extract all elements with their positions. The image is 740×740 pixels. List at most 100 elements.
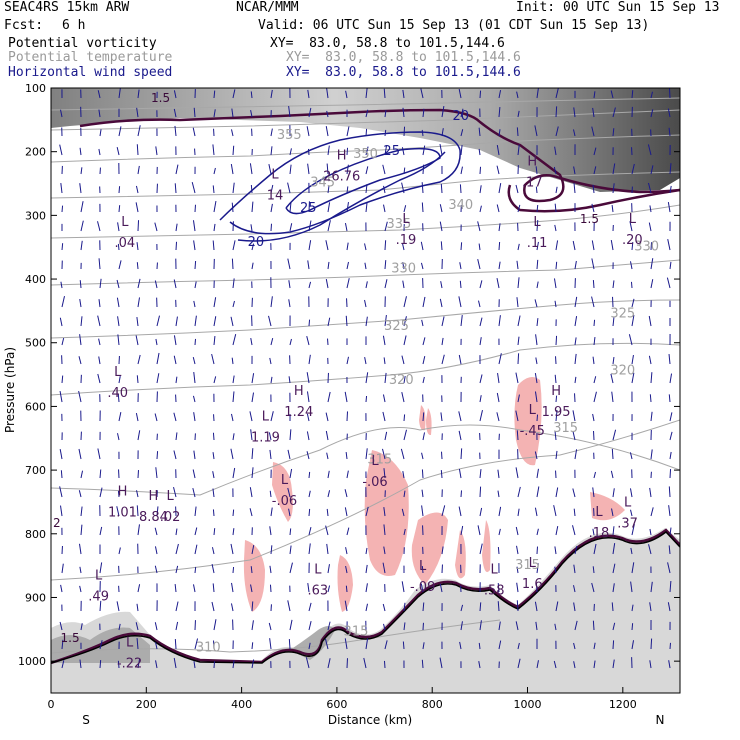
wind-vector <box>478 148 481 156</box>
extremum-value: .17 <box>522 176 543 191</box>
wind-vector <box>118 412 122 422</box>
wind-vector <box>194 566 197 574</box>
wind-vector <box>403 414 406 422</box>
wind-vector <box>403 316 407 327</box>
wind-vector <box>515 621 519 631</box>
wind-vector <box>460 604 464 612</box>
wind-vector <box>79 585 82 593</box>
wind-vector <box>251 201 254 213</box>
wind-vector <box>174 125 177 137</box>
wind-vector <box>116 279 120 289</box>
wind-vector <box>668 660 671 669</box>
wind-vector <box>384 129 387 137</box>
wind-vector <box>574 296 578 308</box>
wind-vector <box>346 147 349 156</box>
wind-vector <box>669 163 672 175</box>
wind-vector <box>573 166 576 175</box>
wind-vector <box>516 545 519 555</box>
wind-vector <box>116 147 120 156</box>
wind-vector <box>97 373 101 384</box>
wind-vector <box>421 489 424 498</box>
wind-vector <box>193 371 196 384</box>
terrain-shading <box>51 528 680 693</box>
wind-vector <box>346 411 349 422</box>
wind-vector <box>97 315 101 327</box>
wind-vector <box>137 220 140 232</box>
wind-vector <box>193 450 196 460</box>
wind-vector <box>384 640 388 650</box>
wind-vector <box>80 316 83 327</box>
wind-vector <box>212 432 215 441</box>
wind-vector <box>137 658 141 669</box>
wind-vector <box>441 505 446 517</box>
wind-vector <box>211 563 215 574</box>
wind-vector <box>287 487 291 498</box>
wind-vector <box>308 281 312 289</box>
wind-vector <box>421 659 424 669</box>
wind-vector <box>173 657 177 669</box>
wind-vector <box>325 126 329 137</box>
wind-vector <box>306 451 310 460</box>
wind-vector <box>173 412 177 422</box>
theta-contour-label: 320 <box>389 373 414 388</box>
wind-vector <box>403 429 407 441</box>
wind-vector <box>610 90 614 99</box>
wind-vector <box>573 642 576 650</box>
wind-vector <box>458 411 462 422</box>
wind-vector <box>611 508 614 517</box>
wind-vector <box>136 317 139 327</box>
wind-vector <box>232 391 235 403</box>
wind-vector <box>498 223 501 232</box>
wind-vector <box>212 144 215 156</box>
wind-vector <box>477 221 481 232</box>
wind-vector <box>250 584 253 593</box>
wind-vector <box>194 527 198 536</box>
wind-vector <box>136 242 139 251</box>
wind-vector <box>498 353 502 365</box>
wind-vector <box>593 147 597 156</box>
wind-vector <box>498 106 501 118</box>
wind-vector <box>479 374 483 384</box>
wind-vector <box>496 412 500 422</box>
wind-vector <box>327 391 331 403</box>
wind-vector <box>213 297 217 308</box>
stratospheric-pv-shading <box>51 88 680 192</box>
extremum-marker: L <box>271 167 279 182</box>
wind-vector <box>440 469 443 479</box>
wind-vector <box>611 391 614 403</box>
wind-vector <box>649 205 652 213</box>
wind-vector <box>173 355 177 365</box>
wind-vector <box>60 109 63 118</box>
extremum-value: -.06 <box>362 475 387 490</box>
wind-vector <box>173 450 177 460</box>
wind-vector <box>194 338 197 346</box>
wind-vector <box>327 564 330 574</box>
wind-vector <box>230 448 234 460</box>
wind-vector <box>173 335 177 346</box>
wind-vector <box>649 394 652 403</box>
wind-vector <box>307 163 310 175</box>
wind-vector <box>213 200 217 213</box>
wind-vector <box>555 450 558 460</box>
extremum-marker: L <box>491 562 499 577</box>
wind-vector <box>460 108 464 118</box>
wind-vector <box>326 543 329 555</box>
wind-vector <box>459 280 462 289</box>
extremum-marker: L <box>419 559 427 574</box>
wind-vector <box>194 544 198 555</box>
wind-vector <box>440 281 443 289</box>
wind-vector <box>460 525 464 536</box>
wind-vector <box>230 316 234 327</box>
wind-vector <box>497 469 500 479</box>
wind-vector <box>79 183 82 194</box>
wind-vector <box>382 603 386 612</box>
wind-vector <box>650 165 654 175</box>
wind-vector <box>420 583 424 593</box>
wind-vector <box>270 89 273 99</box>
wind-vector <box>649 487 652 498</box>
wind-vector <box>136 144 139 156</box>
wind-vector <box>61 296 65 308</box>
wind-vector <box>498 241 501 251</box>
wind-vector <box>667 108 671 118</box>
wind-vector <box>326 452 329 460</box>
